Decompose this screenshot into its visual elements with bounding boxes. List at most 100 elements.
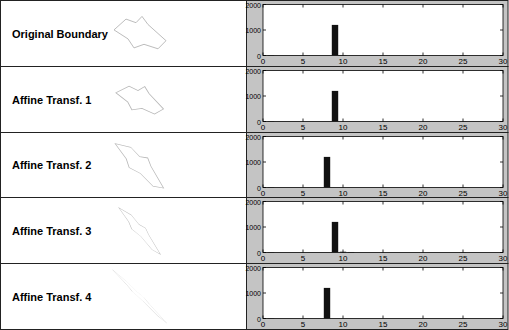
x-tick-label: 30 bbox=[499, 254, 508, 263]
x-tick-label: 15 bbox=[379, 320, 388, 329]
label-cell bbox=[1, 1, 247, 67]
x-tick-label: 5 bbox=[301, 320, 306, 329]
x-tick-label: 10 bbox=[339, 57, 348, 66]
boundary-shape bbox=[111, 269, 168, 324]
x-tick bbox=[423, 268, 424, 271]
x-tick bbox=[463, 316, 464, 319]
x-tick bbox=[503, 71, 504, 74]
y-tick bbox=[500, 121, 503, 122]
y-tick-label: 0 bbox=[257, 119, 261, 126]
x-tick bbox=[463, 53, 464, 56]
bar bbox=[332, 91, 338, 122]
x-tick bbox=[263, 250, 264, 253]
x-tick bbox=[383, 119, 384, 122]
y-tick bbox=[263, 96, 266, 97]
row-title: Affine Transf. 1 bbox=[12, 94, 91, 106]
y-tick bbox=[263, 293, 266, 294]
bars bbox=[268, 91, 466, 122]
x-tick bbox=[263, 316, 264, 319]
plot-area bbox=[263, 202, 503, 253]
x-tick-label: 25 bbox=[459, 320, 468, 329]
x-tick bbox=[343, 119, 344, 122]
x-tick bbox=[263, 202, 264, 205]
y-tick-label: 2000 bbox=[245, 265, 261, 272]
x-tick bbox=[263, 268, 264, 271]
label-cell bbox=[1, 133, 247, 198]
x-tick bbox=[423, 250, 424, 253]
y-tick bbox=[263, 267, 266, 268]
x-tick-label: 25 bbox=[459, 189, 468, 198]
y-tick bbox=[500, 227, 503, 228]
x-tick bbox=[423, 71, 424, 74]
x-tick-label: 15 bbox=[379, 189, 388, 198]
x-tick bbox=[383, 71, 384, 74]
y-tick bbox=[263, 30, 266, 31]
row-title: Affine Transf. 2 bbox=[12, 159, 91, 171]
plot-frame bbox=[263, 268, 503, 319]
x-tick-label: 30 bbox=[499, 123, 508, 132]
y-tick-label: 1000 bbox=[245, 224, 261, 231]
y-tick-label: 1000 bbox=[245, 290, 261, 297]
x-tick bbox=[503, 316, 504, 319]
boundary-shape bbox=[113, 82, 168, 115]
plot-area bbox=[263, 71, 503, 122]
row: Affine Transf. 3051015202530010002000 bbox=[1, 198, 509, 264]
chart-cell bbox=[247, 67, 509, 133]
y-tick bbox=[263, 187, 266, 188]
chart-cell bbox=[247, 198, 509, 264]
y-tick-label: 2000 bbox=[245, 2, 261, 9]
y-tick bbox=[500, 96, 503, 97]
y-tick bbox=[263, 55, 266, 56]
boundary-shape bbox=[114, 16, 166, 48]
x-tick bbox=[343, 137, 344, 140]
bar bbox=[324, 157, 330, 188]
x-tick bbox=[303, 316, 304, 319]
y-tick bbox=[263, 318, 266, 319]
y-tick bbox=[263, 4, 266, 5]
y-tick-label: 0 bbox=[257, 185, 261, 192]
row-title: Affine Transf. 3 bbox=[12, 225, 91, 237]
row: Affine Transf. 2051015202530010002000 bbox=[1, 133, 509, 198]
x-tick-label: 10 bbox=[339, 254, 348, 263]
x-tick bbox=[503, 250, 504, 253]
bar bbox=[324, 288, 330, 319]
x-tick-label: 30 bbox=[499, 189, 508, 198]
x-tick bbox=[383, 5, 384, 8]
x-tick bbox=[263, 185, 264, 188]
x-tick bbox=[423, 202, 424, 205]
x-tick-label: 20 bbox=[419, 123, 428, 132]
boundary-shape bbox=[109, 137, 172, 192]
x-tick bbox=[263, 53, 264, 56]
x-tick bbox=[343, 202, 344, 205]
chart-cell bbox=[247, 133, 509, 198]
x-tick bbox=[303, 202, 304, 205]
y-tick-label: 2000 bbox=[245, 134, 261, 141]
x-tick bbox=[263, 71, 264, 74]
y-tick bbox=[500, 55, 503, 56]
x-tick bbox=[383, 250, 384, 253]
row: Affine Transf. 1051015202530010002000 bbox=[1, 67, 509, 133]
y-tick-label: 1000 bbox=[245, 159, 261, 166]
x-tick bbox=[463, 119, 464, 122]
x-tick bbox=[463, 71, 464, 74]
x-tick bbox=[383, 185, 384, 188]
x-tick-label: 5 bbox=[301, 254, 306, 263]
x-tick bbox=[263, 5, 264, 8]
x-tick bbox=[303, 119, 304, 122]
y-tick bbox=[500, 252, 503, 253]
x-tick bbox=[303, 250, 304, 253]
x-tick bbox=[343, 250, 344, 253]
x-tick-label: 0 bbox=[261, 57, 266, 66]
x-tick bbox=[383, 137, 384, 140]
x-tick bbox=[303, 71, 304, 74]
plot-area bbox=[263, 5, 503, 56]
bar bbox=[332, 222, 338, 253]
x-tick bbox=[343, 5, 344, 8]
y-tick bbox=[500, 201, 503, 202]
x-tick-label: 10 bbox=[339, 123, 348, 132]
x-tick-label: 20 bbox=[419, 254, 428, 263]
x-tick-label: 5 bbox=[301, 123, 306, 132]
y-tick bbox=[500, 4, 503, 5]
y-tick bbox=[263, 227, 266, 228]
bar bbox=[332, 25, 338, 56]
